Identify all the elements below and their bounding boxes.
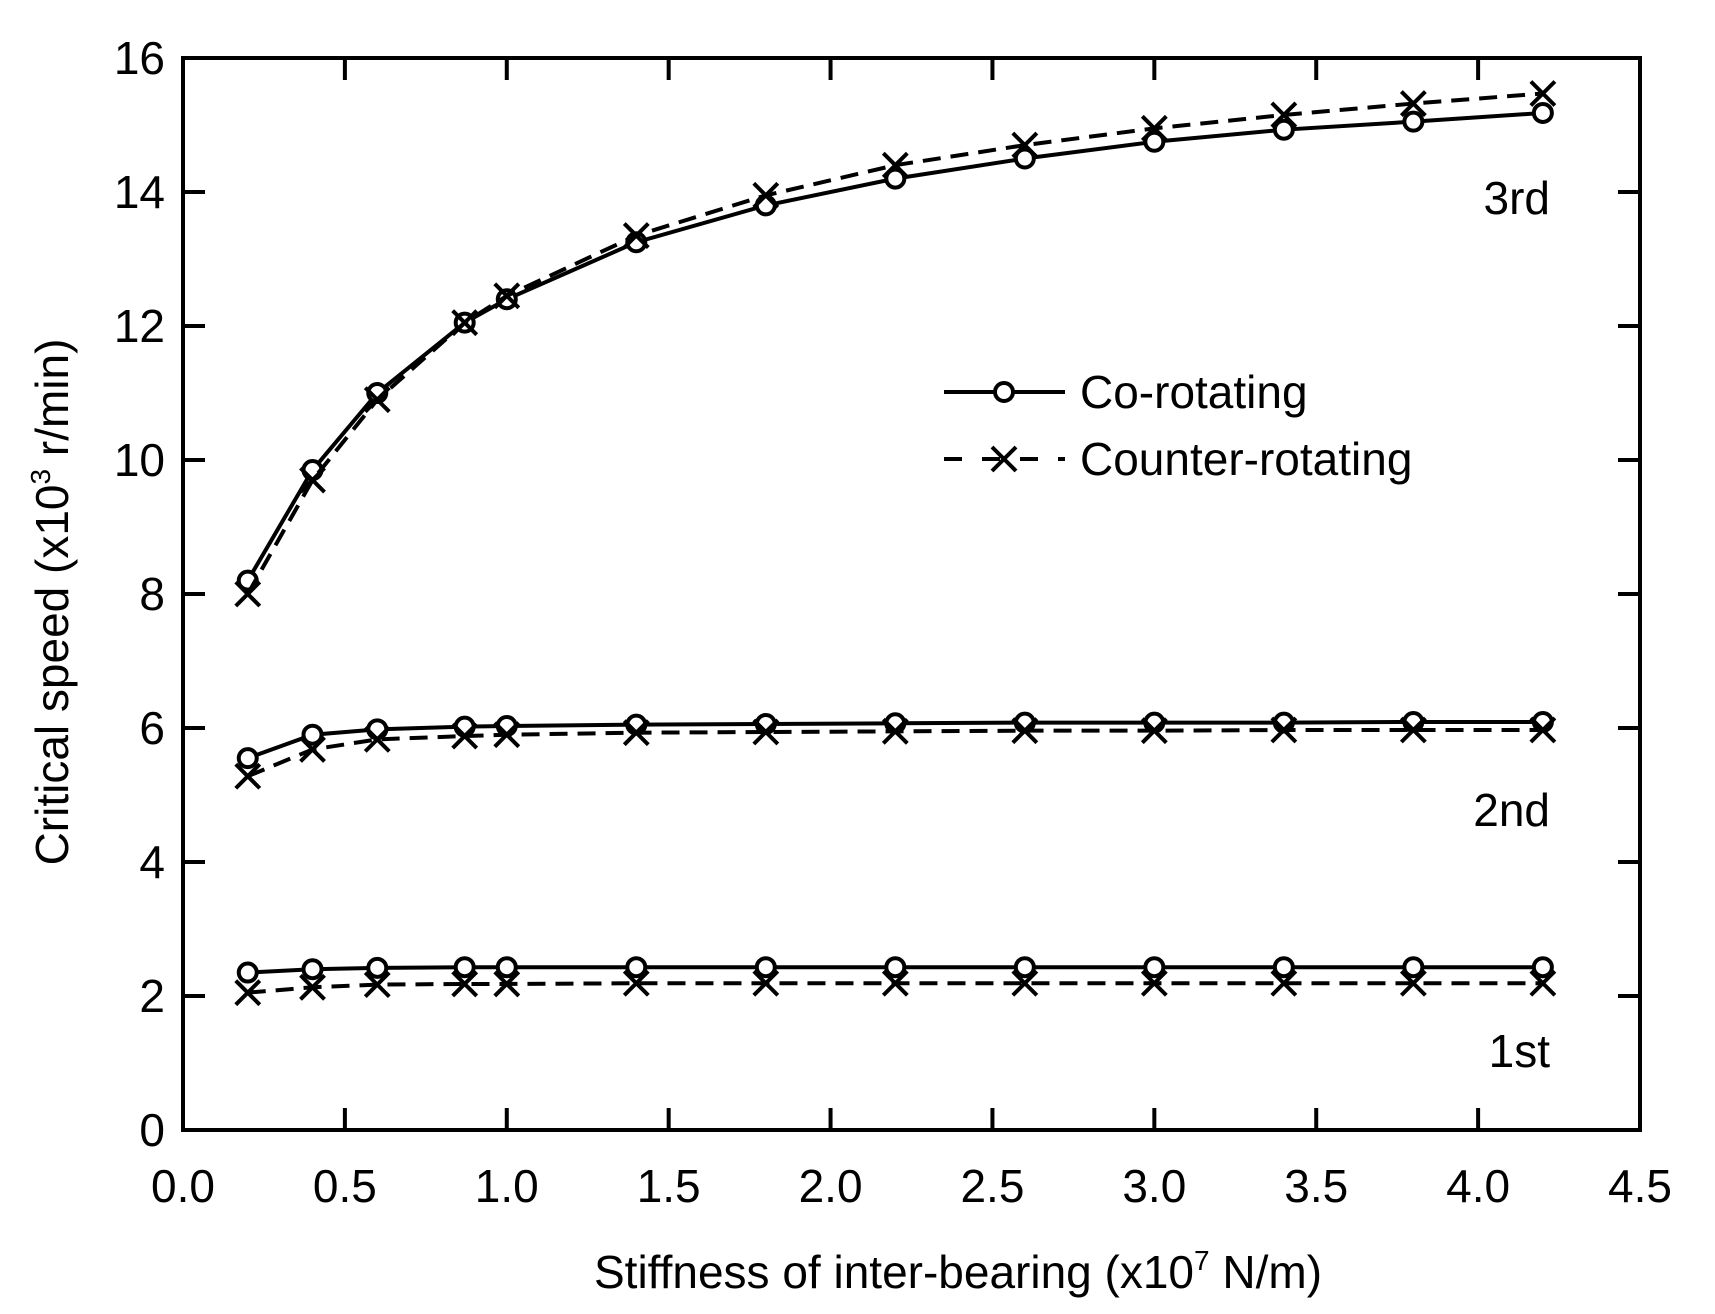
annotation-2nd: 2nd [1473,784,1550,836]
data-point-x [1399,969,1427,997]
legend-label-co-rotating: Co-rotating [1080,366,1308,418]
series-1st-co-rotating [236,956,1554,984]
data-point-circle [236,961,259,984]
data-point-x [363,725,391,753]
y-tick-label: 8 [139,568,165,620]
data-point-x [1399,716,1427,744]
y-tick-label: 4 [139,836,165,888]
data-point-circle [1013,956,1036,979]
x-tick-label: 1.5 [637,1160,701,1212]
data-point-x [451,309,479,337]
x-tick-label: 2.5 [960,1160,1024,1212]
x-tick-label: 3.5 [1284,1160,1348,1212]
data-point-x [881,969,909,997]
data-point-x [622,719,650,747]
data-point-circle [1531,101,1554,124]
y-tick-label: 14 [114,166,165,218]
data-point-circle [366,956,389,979]
series-1st-counter-rotating [234,969,1557,1007]
y-tick-label: 12 [114,300,165,352]
y-tick-label: 2 [139,970,165,1022]
data-point-circle [1143,956,1166,979]
data-point-x [493,721,521,749]
x-tick-label: 2.0 [799,1160,863,1212]
data-point-x [752,969,780,997]
data-point-x [299,466,326,494]
data-point-x [1011,717,1039,745]
legend: Co-rotating Counter-rotating [944,366,1412,485]
data-point-circle [884,956,907,979]
x-tick-label: 3.0 [1122,1160,1186,1212]
data-point-circle [301,958,324,981]
data-point-circle [495,956,518,979]
legend-marker-circle [993,381,1015,403]
data-point-x [881,151,909,179]
data-point-x [752,181,780,209]
series-3rd-counter-rotating [234,80,1557,608]
data-point-x [1140,717,1168,745]
y-tick-label: 16 [114,32,165,84]
data-point-x [622,222,650,249]
data-point-circle [453,956,476,979]
data-point-x [752,718,780,746]
data-point-x [1140,969,1168,997]
data-point-x [234,979,262,1007]
x-tick-label: 4.0 [1446,1160,1510,1212]
data-point-x [1529,80,1557,107]
data-point-x [1140,114,1168,142]
x-tick-label: 0.0 [151,1160,215,1212]
data-point-x [363,971,391,999]
data-point-x [493,282,521,310]
data-point-x [234,580,262,608]
data-point-circle [1013,147,1036,170]
legend-marker-x [990,445,1018,473]
data-point-x [1011,131,1039,159]
legend-label-counter-rotating: Counter-rotating [1080,433,1412,485]
data-point-x [451,970,479,998]
data-point-x [622,969,650,997]
data-point-x [234,762,262,790]
x-tick-label: 4.5 [1608,1160,1672,1212]
data-point-circle [453,715,476,738]
data-point-circle [754,956,777,979]
y-tick-label: 10 [114,434,165,486]
y-tick-label: 0 [139,1104,165,1156]
plot-frame [181,56,1642,1132]
data-point-x [1011,969,1039,997]
data-point-circle [1272,956,1295,979]
data-point-circle [884,167,907,190]
data-point-x [1270,969,1298,997]
data-point-circle [625,956,648,979]
data-point-circle [1402,956,1425,979]
data-point-x [881,717,909,745]
data-point-x [1270,716,1298,744]
series-2nd-co-rotating [236,710,1554,770]
data-point-x [1270,101,1298,129]
data-point-circle [1272,118,1295,141]
x-axis-title: Stiffness of inter-bearing (x107 N/m) [594,1245,1322,1298]
data-point-x [451,722,479,750]
data-point-x [299,736,326,763]
data-point-circle [301,723,324,746]
data-point-circle [1143,130,1166,153]
series-2nd-counter-rotating [234,716,1557,790]
x-tick-label: 1.0 [475,1160,539,1212]
data-point-x [299,973,326,1001]
data-point-circle [236,747,259,770]
data-point-x [493,970,521,998]
y-tick-label: 6 [139,702,165,754]
y-axis-title: Critical speed (x103 r/min) [25,339,78,866]
data-point-circle [1531,956,1554,979]
series-line [246,728,1543,779]
data-point-x [1529,716,1557,744]
x-tick-label: 0.5 [313,1160,377,1212]
annotation-1st: 1st [1489,1025,1551,1077]
data-point-x [1399,90,1427,117]
data-point-x [1529,969,1557,997]
data-point-circle [1402,110,1425,133]
data-point-x [363,386,391,414]
annotation-3rd: 3rd [1484,172,1550,224]
